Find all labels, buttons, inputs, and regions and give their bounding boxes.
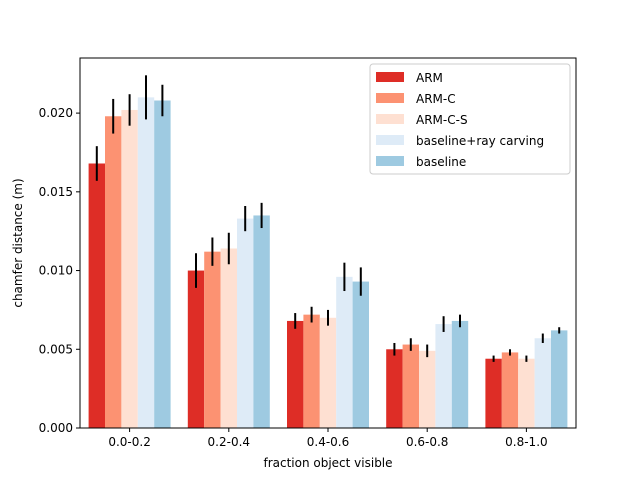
bar [485,358,502,428]
legend-label: baseline+ray carving [416,134,544,148]
x-tick-label: 0.8-1.0 [505,435,548,449]
legend-box [369,63,571,175]
legend-swatch [376,114,404,124]
legend-swatch [376,72,404,82]
bar [121,109,138,428]
legend-label: ARM [416,71,443,85]
bar [154,100,171,429]
x-tick-label: 0.2-0.4 [208,435,251,449]
legend-swatch [376,156,404,166]
legend: ARM ARM-C ARM-C-S baseline+ray carving basel… [369,63,571,175]
x-tick-label: 0.4-0.6 [307,435,350,449]
bar [419,350,436,428]
x-tick-label: 0.6-0.8 [406,435,449,449]
bar [501,352,519,428]
plot-frame [79,57,577,429]
legend-swatch [376,135,404,145]
bar [352,281,369,428]
bar [187,270,205,428]
bar [204,251,221,428]
bar [451,320,469,428]
bar [287,320,304,428]
bar [386,349,403,428]
bar [336,276,353,428]
y-tick-label: 0.000 [39,421,73,435]
bar [518,358,535,428]
bar [319,317,337,428]
bar [237,218,254,428]
legend-label: ARM-C-S [416,113,468,127]
ticks-layer: 0.000 0.005 0.010 0.015 0.020 0.0-0.2 0.2-0.4 0… [39,106,548,449]
y-tick-label: 0.015 [39,185,73,199]
y-tick-label: 0.020 [39,106,73,120]
legend-label: ARM-C [416,92,456,106]
bar [402,344,419,428]
y-tick-label: 0.010 [39,264,73,278]
legend-swatch [376,93,404,103]
bar [534,338,551,428]
x-tick-label: 0.0-0.2 [108,435,151,449]
bar [220,248,237,428]
bars-layer [88,75,568,429]
bar [88,163,105,428]
x-axis-label: fraction object visible [263,456,392,470]
bar [551,330,568,428]
y-tick-label: 0.005 [39,342,73,356]
bar [253,215,270,428]
bar [137,97,155,429]
bar [303,314,320,428]
legend-label: baseline [416,155,466,169]
bar [435,324,452,428]
bar [105,116,122,429]
y-axis-label: chamfer distance (m) [11,178,25,307]
